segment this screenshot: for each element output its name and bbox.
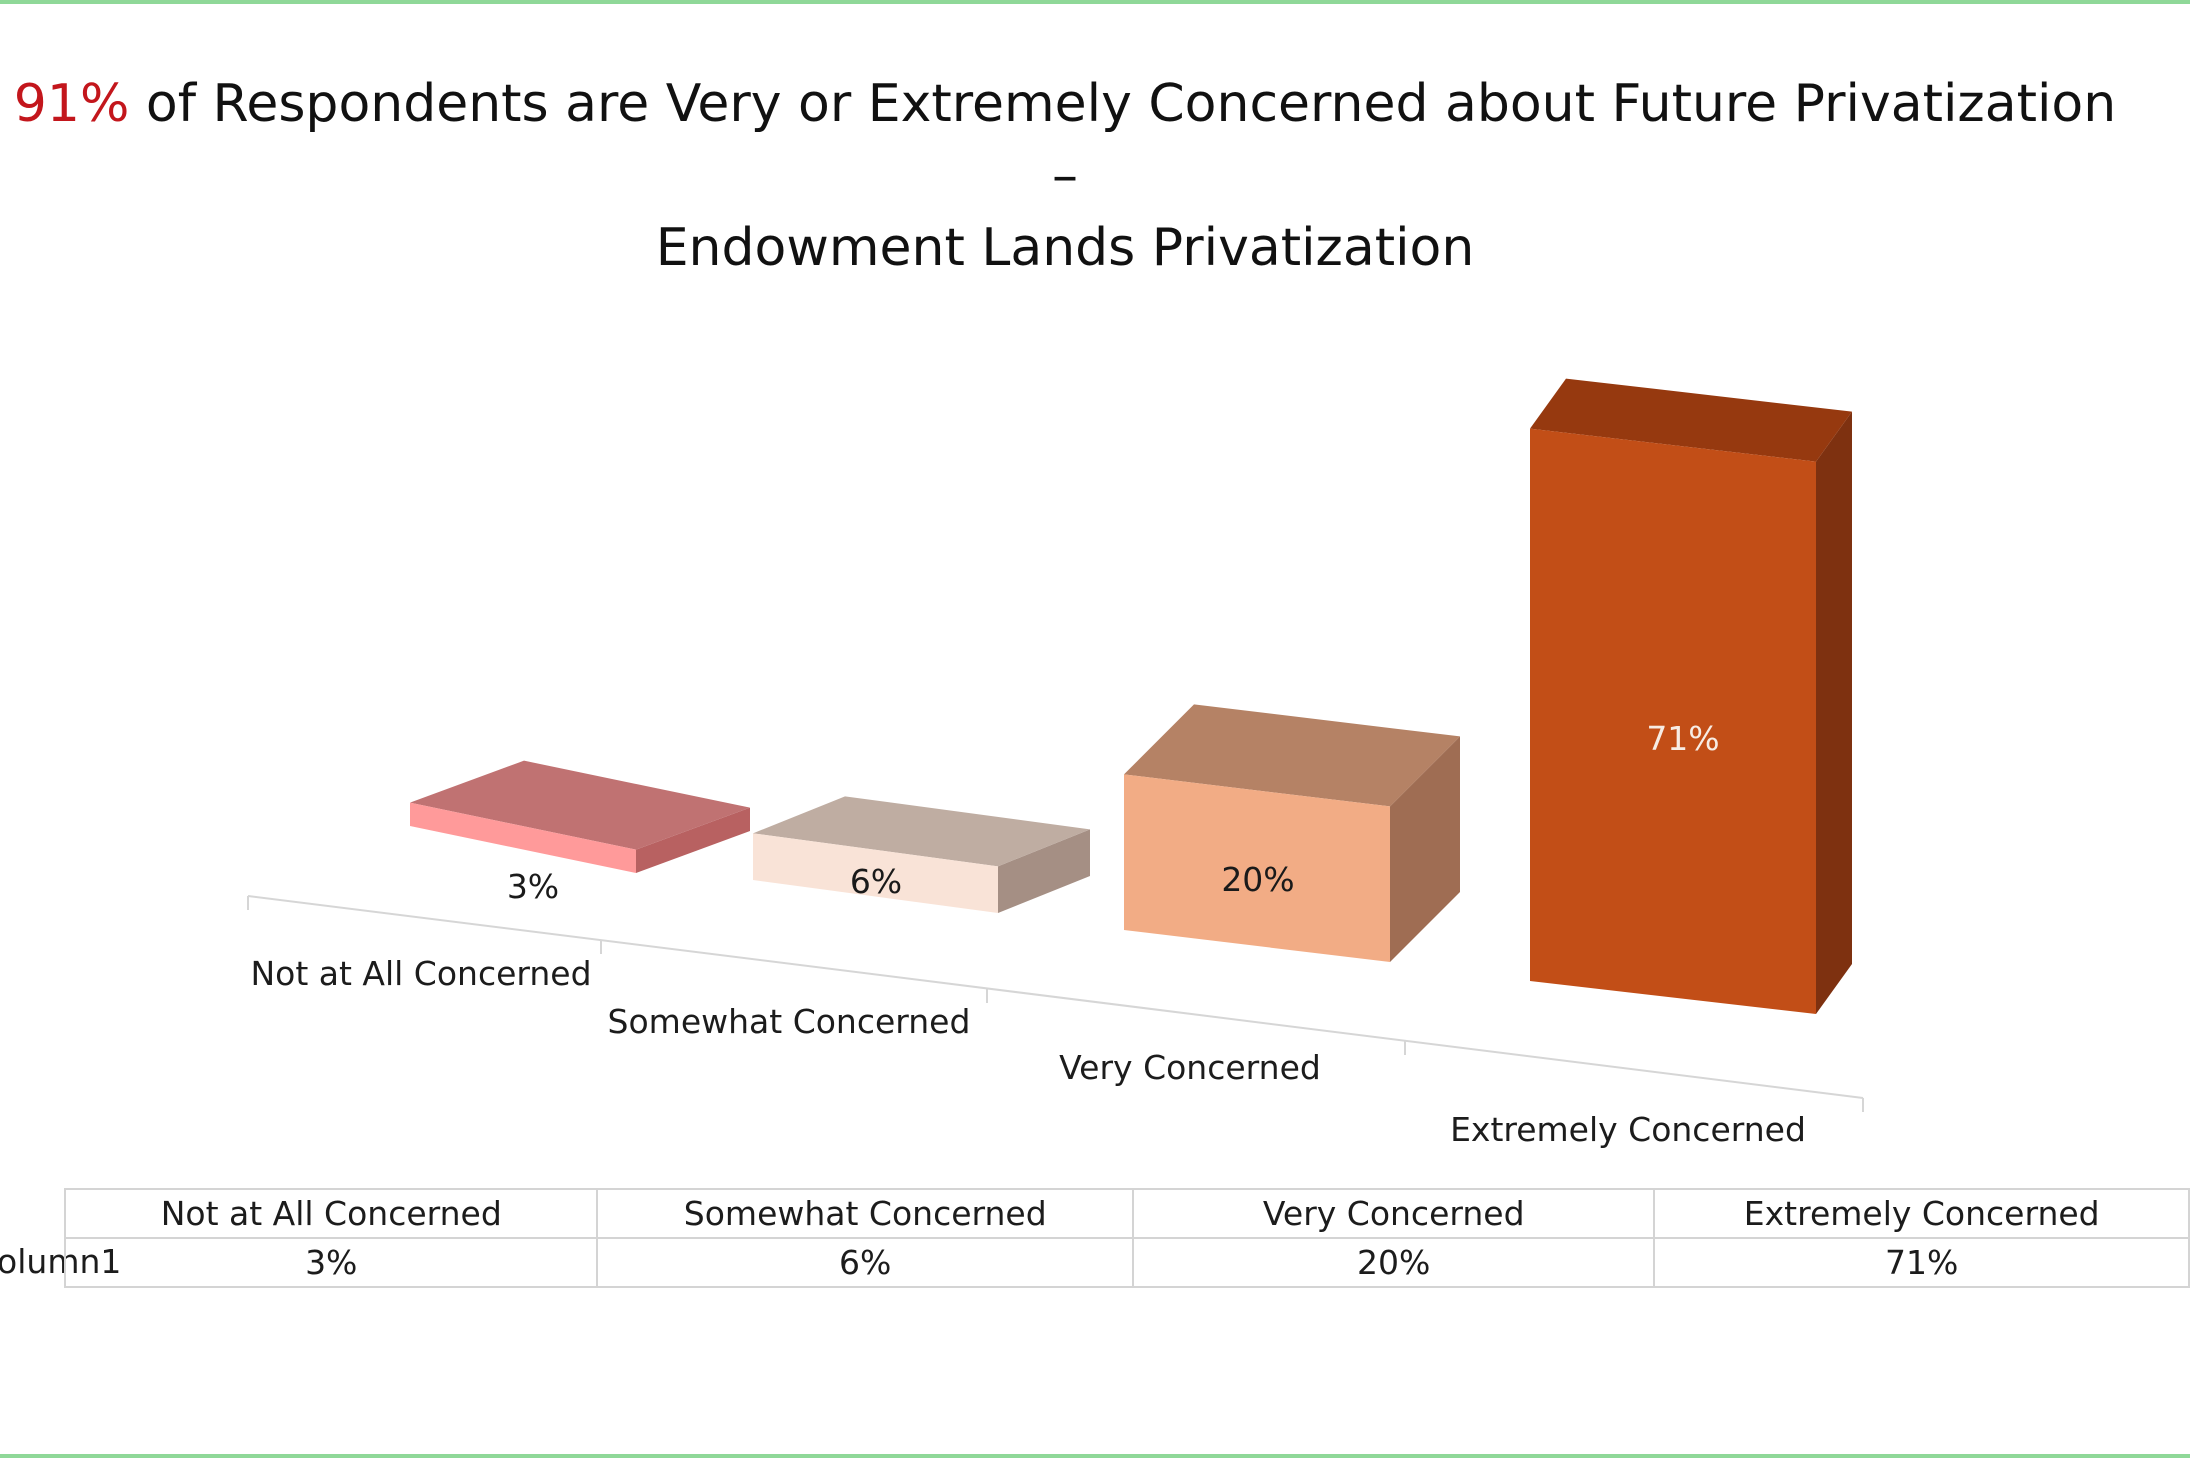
bar-top-face <box>753 796 1090 867</box>
chart-title: 91% of Respondents are Very or Extremely… <box>0 68 2130 284</box>
bar <box>1124 774 1390 962</box>
bar-top-face <box>410 760 750 850</box>
x-axis-group <box>247 895 1864 1112</box>
bar-side-face <box>998 829 1090 913</box>
x-axis-line <box>247 895 1864 1099</box>
bars-group <box>410 378 1852 1014</box>
table-header-cell: Somewhat Concerned <box>596 1188 1134 1239</box>
x-tick-label: Somewhat Concerned <box>608 1002 971 1041</box>
x-tick-label: Extremely Concerned <box>1450 1110 1806 1149</box>
top-frame-line <box>0 0 2190 4</box>
bar <box>410 802 636 873</box>
table-cell: 20% <box>1131 1237 1656 1288</box>
table-header-cell: Very Concerned <box>1131 1188 1656 1239</box>
chart-title-line-2: Endowment Lands Privatization <box>655 218 1475 278</box>
table-header-cell: Not at All Concerned <box>63 1188 599 1239</box>
title-highlight-percent: 91% <box>13 74 130 134</box>
table-header-row: Not at All Concerned Somewhat Concerned … <box>63 1188 2190 1239</box>
table-cell: 3% <box>63 1237 599 1288</box>
data-table: Not at All Concerned Somewhat Concerned … <box>63 1188 2190 1288</box>
title-line-1-text: of Respondents are Very or Extremely Con… <box>129 74 2117 206</box>
bar <box>1530 428 1816 1014</box>
table-cell: 71% <box>1653 1237 2190 1288</box>
bar <box>753 833 998 913</box>
x-tick-label: Very Concerned <box>1059 1048 1321 1087</box>
labels-group: Not at All Concerned Somewhat Concerned Ve… <box>250 719 1805 1149</box>
table-header-cell: Extremely Concerned <box>1653 1188 2190 1239</box>
bar-top-face <box>1124 704 1460 807</box>
bar-side-face <box>636 807 750 873</box>
x-tick-label: Not at All Concerned <box>250 954 591 993</box>
bar-top-face <box>1530 378 1852 462</box>
data-label: 71% <box>1646 719 1719 758</box>
table-row: 3% 6% 20% 71% <box>63 1237 2190 1288</box>
table-cell: 6% <box>596 1237 1134 1288</box>
data-label: 3% <box>507 867 559 906</box>
bottom-frame-line <box>0 1454 2190 1458</box>
bar-side-face <box>1390 736 1460 962</box>
data-label: 6% <box>850 862 902 901</box>
bar-side-face <box>1816 411 1852 1014</box>
data-label: 20% <box>1221 860 1294 899</box>
chart-title-line-1: 91% of Respondents are Very or Extremely… <box>0 68 2130 212</box>
